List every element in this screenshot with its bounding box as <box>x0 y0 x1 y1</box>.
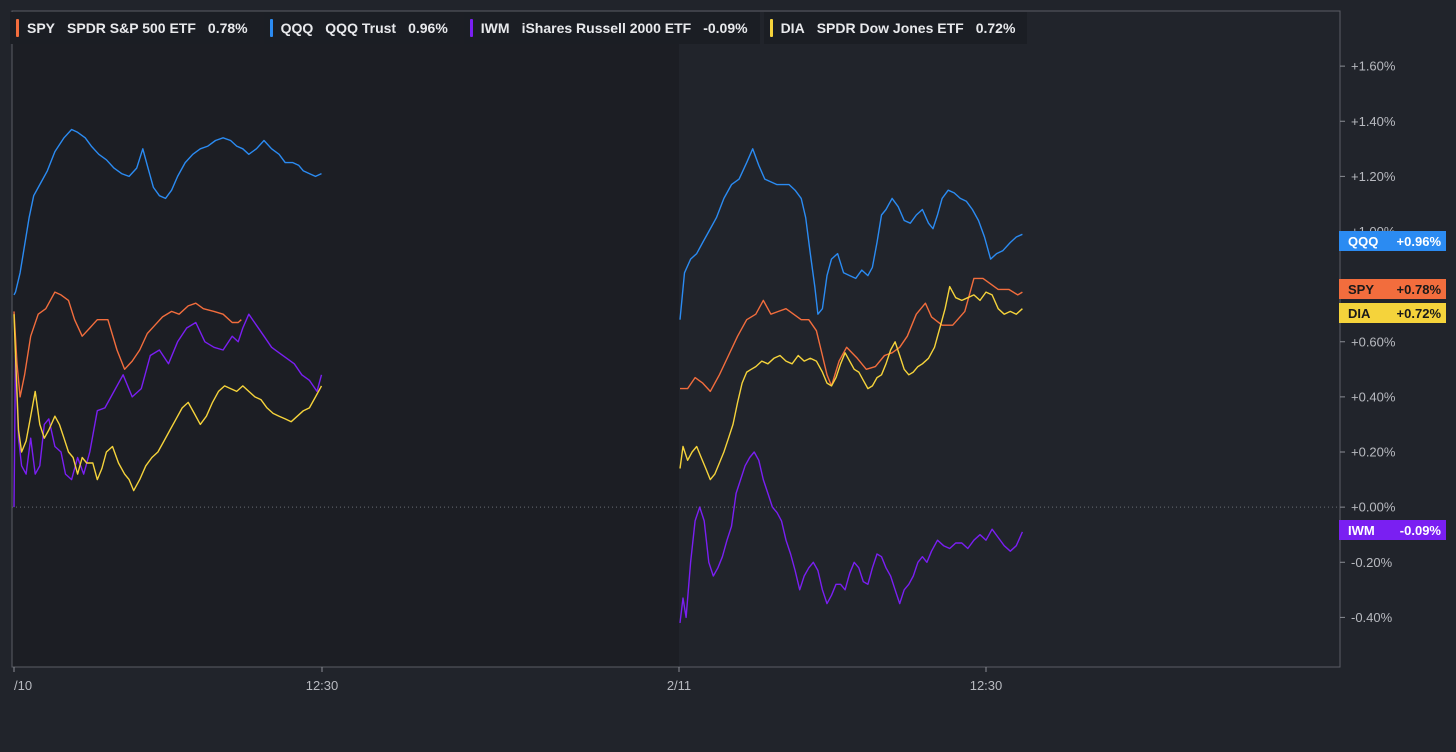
legend-symbol: IWM <box>480 20 510 36</box>
legend-swatch-dia <box>769 19 773 37</box>
legend-change: 0.96% <box>408 20 448 36</box>
x-tick-label: 12:30 <box>970 678 1003 693</box>
legend-item-spy[interactable]: SPY SPDR S&P 500 ETF 0.78% <box>10 12 260 44</box>
series-line-spy-day1 <box>13 291 242 398</box>
series-line-qqq-day2 <box>679 148 1023 320</box>
y-tick-label: +1.20% <box>1351 169 1396 184</box>
legend-name: iShares Russell 2000 ETF <box>521 20 692 36</box>
legend-item-iwm[interactable]: IWM iShares Russell 2000 ETF -0.09% <box>463 12 760 44</box>
y-tick-label: -0.40% <box>1351 610 1393 625</box>
end-tag-bg <box>1339 279 1446 299</box>
series-line-dia-day1 <box>13 314 323 492</box>
end-tag-bg <box>1339 520 1446 540</box>
legend-symbol: SPY <box>27 20 56 36</box>
end-tag-symbol: SPY <box>1348 282 1374 297</box>
series-line-qqq-day1 <box>13 128 322 296</box>
series-line-iwm-day1 <box>13 313 323 508</box>
x-tick-label: /10 <box>14 678 32 693</box>
series-line-iwm-day2 <box>679 451 1024 623</box>
plot-background <box>12 11 1340 667</box>
end-tag-dia: DIA +0.72% <box>1339 303 1446 323</box>
end-tag-bg <box>1339 303 1446 323</box>
end-tag-symbol: QQQ <box>1348 234 1378 249</box>
y-tick-label: +0.20% <box>1351 445 1396 460</box>
series-lines <box>13 128 1024 623</box>
end-tag-iwm: IWM -0.09% <box>1339 520 1446 540</box>
legend-swatch-qqq <box>269 19 273 37</box>
end-value-tags: SPY +0.78% QQQ +0.96% IWM -0.09% DIA +0.72% <box>1339 231 1446 540</box>
legend-name: SPDR S&P 500 ETF <box>67 20 196 36</box>
legend-change: 0.72% <box>975 20 1016 36</box>
end-tag-symbol: DIA <box>1348 306 1371 321</box>
legend-item-dia[interactable]: DIA SPDR Dow Jones ETF 0.72% <box>763 12 1028 44</box>
y-tick-label: +1.40% <box>1351 114 1396 129</box>
legend-symbol: DIA <box>780 20 805 36</box>
y-tick-label: -0.20% <box>1351 555 1393 570</box>
y-tick-label: +0.40% <box>1351 389 1396 404</box>
legend-name: SPDR Dow Jones ETF <box>816 20 964 36</box>
end-tag-bg <box>1339 231 1446 251</box>
end-tag-symbol: IWM <box>1348 523 1375 538</box>
plot-border <box>11 10 1341 668</box>
x-tick-label: 12:30 <box>306 678 339 693</box>
end-tag-spy: SPY +0.78% <box>1339 279 1446 299</box>
y-tick-label: +0.60% <box>1351 334 1396 349</box>
end-tag-value: -0.09% <box>1400 523 1442 538</box>
legend-symbol: QQQ <box>280 20 314 36</box>
end-tag-value: +0.72% <box>1397 306 1442 321</box>
series-line-spy-day2 <box>680 277 1023 393</box>
legend-change: 0.78% <box>207 20 248 36</box>
x-axis: /10 12:30 2/11 12:30 <box>13 667 1003 693</box>
legend-item-qqq[interactable]: QQQ QQQ Trust 0.96% <box>263 12 460 44</box>
session-1-shade <box>12 11 679 667</box>
legend-name: QQQ Trust <box>325 20 397 36</box>
legend-swatch-spy <box>16 19 19 37</box>
plot-frame <box>11 10 1341 668</box>
y-tick-label: +0.00% <box>1351 500 1396 515</box>
legend: SPY SPDR S&P 500 ETF 0.78% QQQ QQQ Trust… <box>10 12 1028 44</box>
session-2-shade <box>679 11 1340 667</box>
legend-change: -0.09% <box>703 20 748 36</box>
end-tag-value: +0.96% <box>1397 234 1442 249</box>
series-line-dia-day2 <box>679 285 1023 481</box>
x-tick-label: 2/11 <box>667 678 691 693</box>
legend-swatch-iwm <box>469 19 473 37</box>
end-tag-qqq: QQQ +0.96% <box>1339 231 1446 251</box>
end-tag-value: +0.78% <box>1397 282 1442 297</box>
y-tick-label: +1.60% <box>1351 59 1396 74</box>
